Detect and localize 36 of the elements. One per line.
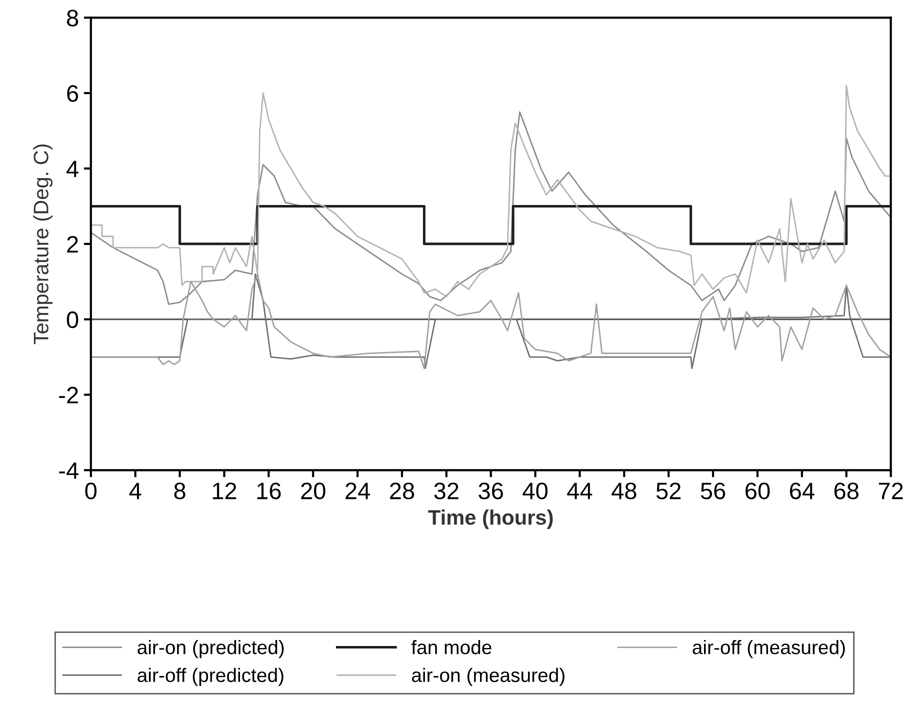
x-tick-label: 68 [834, 482, 858, 500]
x-tick-label: 24 [346, 482, 370, 500]
y-tick-label: 0 [66, 311, 78, 328]
y-tick-label: 8 [66, 10, 78, 26]
y-tick-label: -4 [59, 462, 78, 479]
x-tick-label: 32 [434, 482, 458, 500]
line-series [90, 273, 891, 370]
x-tick-label: 40 [522, 482, 548, 500]
x-tick-label: 8 [174, 482, 186, 500]
y-axis-title: Temperature (Deg. C) [33, 144, 53, 344]
x-tick-label: 36 [478, 482, 503, 500]
y-tick-label: 2 [67, 236, 78, 252]
x-tick-label: 44 [567, 482, 592, 500]
legend-label: air-off (predicted) [138, 668, 284, 686]
y-tick-label: 4 [66, 160, 78, 178]
legend-label: air-off (measured) [692, 640, 845, 658]
y-tick-label: -2 [59, 386, 78, 404]
y-tick-label: 6 [67, 85, 78, 102]
x-tick-label: 4 [129, 482, 142, 500]
x-tick-label: 48 [612, 482, 636, 500]
x-tick-label: 16 [257, 482, 281, 500]
x-tick-label: 56 [700, 482, 726, 500]
line-series [90, 84, 891, 298]
x-tick-label: 52 [656, 482, 681, 500]
x-tick-label: 64 [790, 482, 814, 500]
legend-label: air-on (measured) [412, 668, 564, 686]
legend-label: air-on (predicted) [138, 640, 284, 658]
x-tick-label: 12 [212, 482, 236, 500]
x-tick-label: 20 [301, 482, 326, 500]
x-tick-label: 28 [390, 482, 414, 500]
x-tick-label: 72 [878, 482, 903, 500]
legend-label: fan mode [411, 640, 492, 654]
line-series [90, 111, 891, 305]
x-tick-label: 60 [746, 482, 770, 500]
x-axis-title: Time (hours) [428, 510, 553, 529]
x-tick-label: 0 [85, 482, 97, 500]
